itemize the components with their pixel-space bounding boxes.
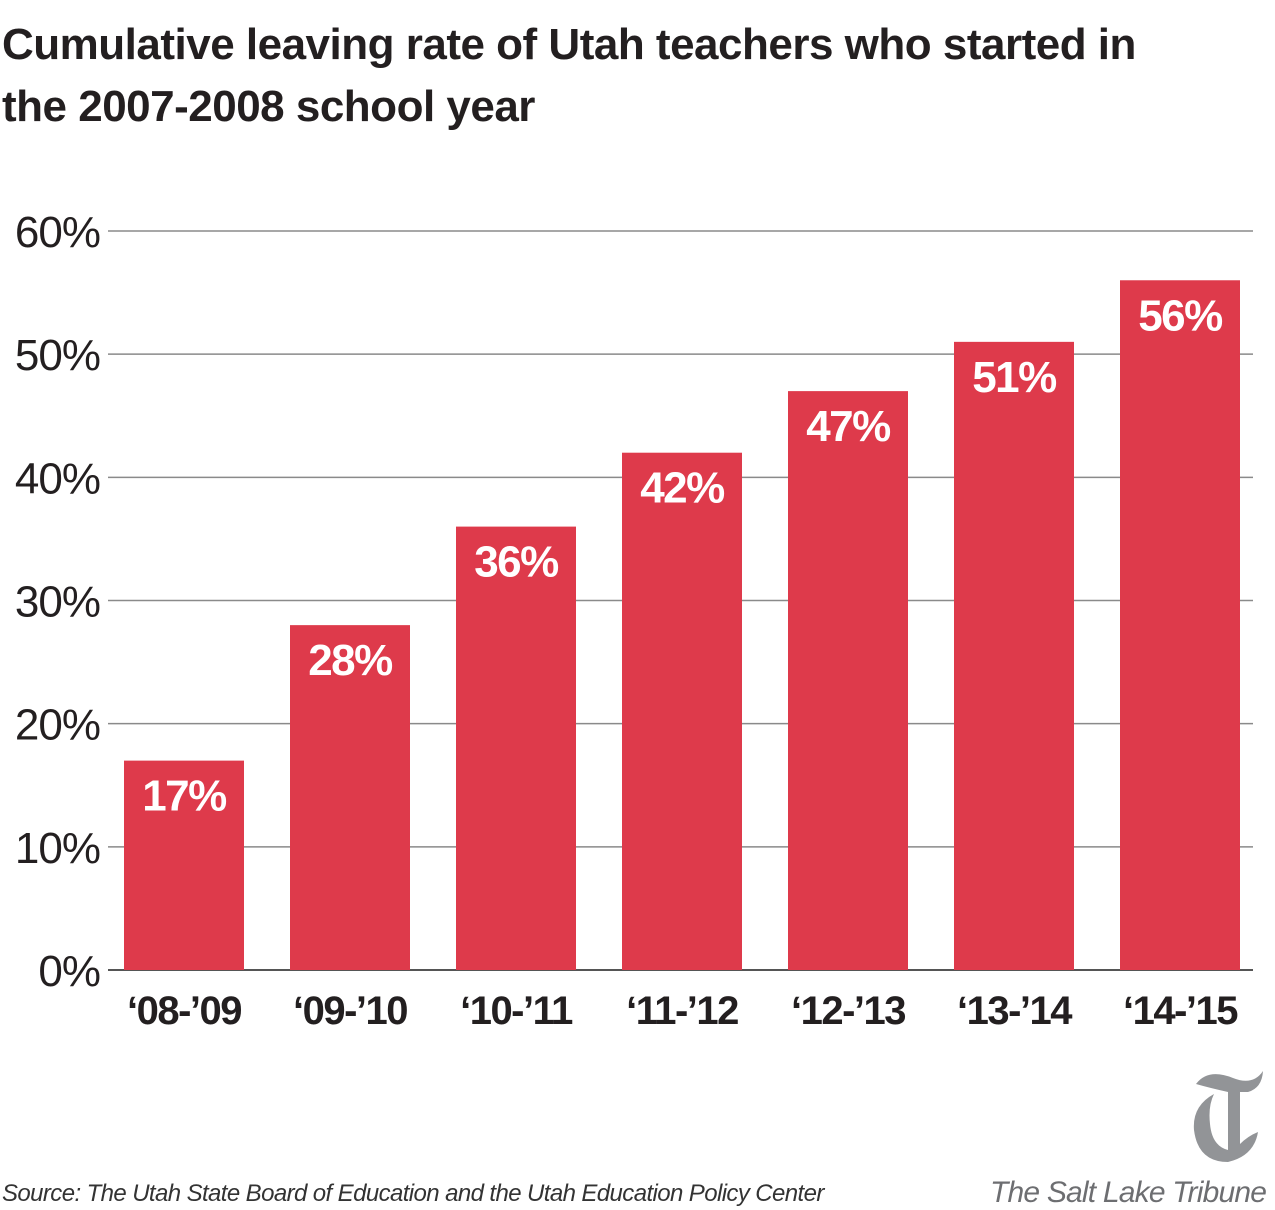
y-tick-label: 0%: [38, 947, 100, 996]
tribune-logo-icon: [1188, 1066, 1268, 1171]
bar: [456, 526, 576, 970]
x-tick-label: ‘09-’10: [293, 989, 407, 1033]
data-label: 47%: [806, 402, 890, 451]
y-tick-label: 40%: [15, 454, 100, 503]
brand-name: The Salt Lake Tribune: [990, 1176, 1267, 1209]
data-label: 51%: [972, 353, 1056, 402]
x-tick-label: ‘11-’12: [626, 989, 738, 1033]
bar: [1120, 280, 1240, 970]
data-label: 17%: [142, 772, 226, 821]
labels: 0% 10% 20% 30% 40% 50% 60% 17% ‘08-’09 28% ‘09-’10…: [15, 208, 1240, 1033]
y-tick-label: 10%: [15, 824, 100, 873]
x-tick-label: ‘13-’14: [957, 989, 1073, 1033]
y-tick-label: 30%: [15, 578, 100, 627]
bar: [124, 760, 244, 970]
x-tick-label: ‘14-’15: [1123, 989, 1238, 1033]
data-label: 28%: [308, 636, 392, 685]
data-label: 36%: [474, 538, 558, 587]
bar-chart: 0% 10% 20% 30% 40% 50% 60% 17% ‘08-’09 28% ‘09-’10…: [15, 208, 1253, 1033]
x-tick-label: ‘08-’09: [127, 989, 241, 1033]
x-tick-label: ‘10-’11: [460, 989, 573, 1033]
data-label: 56%: [1138, 291, 1222, 340]
bar: [290, 625, 410, 970]
chart-title: Cumulative leaving rate of Utah teachers…: [2, 20, 1136, 131]
y-tick-label: 60%: [15, 208, 100, 257]
bars: [124, 280, 1240, 971]
bar: [788, 391, 908, 970]
bar: [954, 341, 1074, 971]
y-tick-label: 20%: [15, 701, 100, 750]
source-note: Source: The Utah State Board of Educatio…: [2, 1180, 824, 1207]
y-tick-label: 50%: [15, 331, 100, 380]
bar: [622, 452, 742, 970]
data-label: 42%: [640, 464, 724, 513]
x-tick-label: ‘12-’13: [791, 989, 905, 1033]
